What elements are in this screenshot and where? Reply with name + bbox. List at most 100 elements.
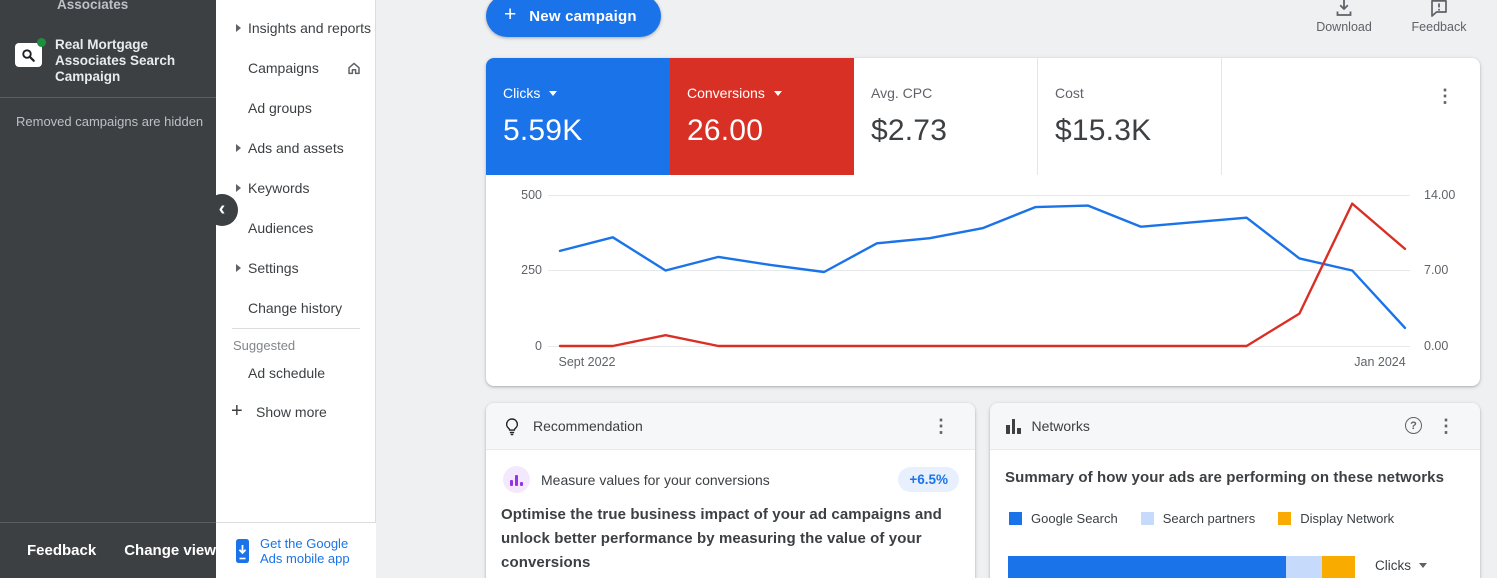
search-campaign-type-icon[interactable] bbox=[15, 43, 42, 67]
expand-arrow-icon bbox=[236, 264, 241, 272]
legend-swatch bbox=[1009, 512, 1022, 525]
metric-label: Avg. CPC bbox=[871, 85, 933, 101]
help-icon[interactable]: ? bbox=[1405, 417, 1422, 434]
nav-item-label: Insights and reports bbox=[248, 20, 371, 36]
recommendation-description: Optimise the true business impact of you… bbox=[501, 506, 942, 571]
nav-item-ads-and-assets[interactable]: Ads and assets bbox=[216, 128, 376, 168]
previous-campaign-item[interactable]: Associates bbox=[57, 0, 129, 12]
new-campaign-button[interactable]: + New campaign bbox=[486, 0, 661, 37]
nav-item-ad-groups[interactable]: Ad groups bbox=[216, 88, 376, 128]
plus-icon: + bbox=[504, 3, 517, 26]
legend-swatch bbox=[1278, 512, 1292, 525]
networks-card-title: Networks bbox=[1031, 418, 1090, 434]
bar-chart-icon bbox=[1006, 418, 1021, 434]
sidebar-footer: Feedback Change view bbox=[0, 522, 216, 578]
metric-cell-cost[interactable]: Cost $15.3K bbox=[1038, 58, 1222, 175]
bar-segment-google-search bbox=[1008, 556, 1286, 578]
nav-item-ad-schedule[interactable]: Ad schedule bbox=[216, 353, 376, 393]
nav-item-keywords[interactable]: Keywords bbox=[216, 168, 376, 208]
collapse-sidebar-button[interactable]: ‹ bbox=[206, 194, 238, 226]
recommendation-item-title: Measure values for your conversions bbox=[541, 471, 770, 488]
nav-item-audiences[interactable]: Audiences bbox=[216, 208, 376, 248]
removed-campaigns-note: Removed campaigns are hidden bbox=[16, 114, 204, 129]
campaign-nav: Insights and reports Campaigns Ad groups… bbox=[216, 0, 376, 578]
overview-card: Clicks 5.59K Conversions 26.00 Avg. CPC … bbox=[486, 58, 1480, 386]
legend-label: Display Network bbox=[1300, 511, 1395, 526]
recommendation-item[interactable]: Measure values for your conversions +6.5… bbox=[503, 466, 959, 493]
networks-more-options-icon[interactable]: ⋮ bbox=[1437, 416, 1455, 436]
legend-item-google-search: Google Search bbox=[1009, 511, 1118, 526]
lightbulb-icon bbox=[506, 417, 518, 435]
campaign-sidebar: Associates Real Mortgage Associates Sear… bbox=[0, 0, 216, 578]
get-mobile-app-link[interactable]: Get the Google Ads mobile app bbox=[216, 522, 376, 578]
performance-chart: 500 250 0 14.00 7.00 0.00 Sept 2022 Jan … bbox=[486, 175, 1480, 386]
nav-item-campaigns[interactable]: Campaigns bbox=[216, 48, 376, 88]
networks-card: Networks ? ⋮ Summary of how your ads are… bbox=[990, 403, 1480, 578]
feedback-button[interactable]: Feedback bbox=[1407, 0, 1471, 34]
metric-cell-conversions[interactable]: Conversions 26.00 bbox=[670, 58, 854, 175]
nav-item-label: Ad schedule bbox=[248, 365, 326, 381]
selector-label: Clicks bbox=[1375, 558, 1411, 573]
home-icon bbox=[346, 60, 362, 76]
chart-line-clicks bbox=[558, 204, 1407, 330]
download-button[interactable]: Download bbox=[1312, 0, 1376, 34]
nav-item-change-history[interactable]: Change history bbox=[216, 288, 376, 328]
feedback-icon bbox=[1431, 0, 1447, 17]
metric-label[interactable]: Conversions bbox=[687, 85, 854, 101]
metric-label[interactable]: Clicks bbox=[503, 85, 670, 101]
metric-value: 5.59K bbox=[503, 114, 583, 147]
conversion-values-icon bbox=[503, 466, 530, 493]
mobile-app-label: Get the Google Ads mobile app bbox=[260, 535, 350, 566]
mobile-phone-download-icon bbox=[233, 538, 252, 564]
y-axis-tick-left: 0 bbox=[535, 339, 542, 353]
x-axis-label-end: Jan 2024 bbox=[1354, 355, 1406, 369]
networks-summary-text: Summary of how your ads are performing o… bbox=[1005, 469, 1445, 486]
magnifier-icon bbox=[22, 48, 35, 62]
recommendation-card-title: Recommendation bbox=[533, 418, 643, 434]
expand-arrow-icon bbox=[236, 24, 241, 32]
nav-item-label: Change history bbox=[248, 300, 343, 316]
gridline bbox=[548, 270, 1410, 271]
y-axis-tick-left: 250 bbox=[521, 263, 542, 277]
y-axis-tick-right: 7.00 bbox=[1424, 263, 1449, 277]
nav-item-label: Campaigns bbox=[248, 60, 319, 76]
chevron-down-icon bbox=[1419, 563, 1427, 568]
recommendation-more-options-icon[interactable]: ⋮ bbox=[932, 416, 950, 436]
metric-cell-avg-cpc[interactable]: Avg. CPC $2.73 bbox=[854, 58, 1038, 175]
legend-swatch bbox=[1140, 512, 1154, 525]
metric-cell-clicks[interactable]: Clicks 5.59K bbox=[486, 58, 670, 175]
nav-item-label: Ad groups bbox=[248, 100, 312, 116]
recommendation-card-header: Recommendation ⋮ bbox=[486, 403, 975, 450]
overview-more-options-icon[interactable]: ⋮ bbox=[1436, 86, 1454, 106]
networks-card-header: Networks ? ⋮ bbox=[990, 403, 1480, 450]
chevron-down-icon bbox=[773, 90, 782, 96]
legend-item-search-partners: Search partners bbox=[1140, 511, 1256, 526]
metrics-row: Clicks 5.59K Conversions 26.00 Avg. CPC … bbox=[486, 58, 1480, 175]
download-label: Download bbox=[1316, 20, 1372, 34]
bar-segment-search-partners bbox=[1285, 556, 1323, 578]
recommendation-card: Recommendation ⋮ Measure values for your… bbox=[486, 403, 975, 578]
legend-label: Search partners bbox=[1162, 511, 1256, 526]
show-more-button[interactable]: + Show more bbox=[216, 392, 376, 432]
bar-segment-display-network bbox=[1322, 556, 1355, 578]
legend-label: Google Search bbox=[1031, 511, 1118, 526]
new-campaign-label: New campaign bbox=[529, 7, 637, 25]
expand-arrow-icon bbox=[236, 184, 241, 192]
networks-metric-selector[interactable]: Clicks bbox=[1375, 558, 1427, 578]
x-axis-label-start: Sept 2022 bbox=[558, 355, 616, 369]
chart-line-conversions bbox=[558, 202, 1407, 348]
sidebar-divider bbox=[0, 97, 216, 98]
nav-item-settings[interactable]: Settings bbox=[216, 248, 376, 288]
uplift-badge: +6.5% bbox=[898, 467, 959, 492]
chevron-down-icon bbox=[549, 90, 558, 96]
nav-item-label: Keywords bbox=[248, 180, 310, 196]
selected-campaign-name[interactable]: Real Mortgage Associates Search Campaign bbox=[55, 37, 176, 84]
nav-item-label: Ads and assets bbox=[248, 140, 344, 156]
change-view-button[interactable]: Change view bbox=[124, 542, 216, 559]
suggested-section-label: Suggested bbox=[233, 338, 296, 353]
legend-item-display-network: Display Network bbox=[1278, 511, 1394, 526]
nav-item-insights-and-reports[interactable]: Insights and reports bbox=[216, 8, 376, 48]
networks-legend: Google Search Search partners Display Ne… bbox=[1009, 511, 1417, 526]
metric-value: 26.00 bbox=[687, 114, 764, 147]
sidebar-feedback-button[interactable]: Feedback bbox=[27, 542, 97, 559]
